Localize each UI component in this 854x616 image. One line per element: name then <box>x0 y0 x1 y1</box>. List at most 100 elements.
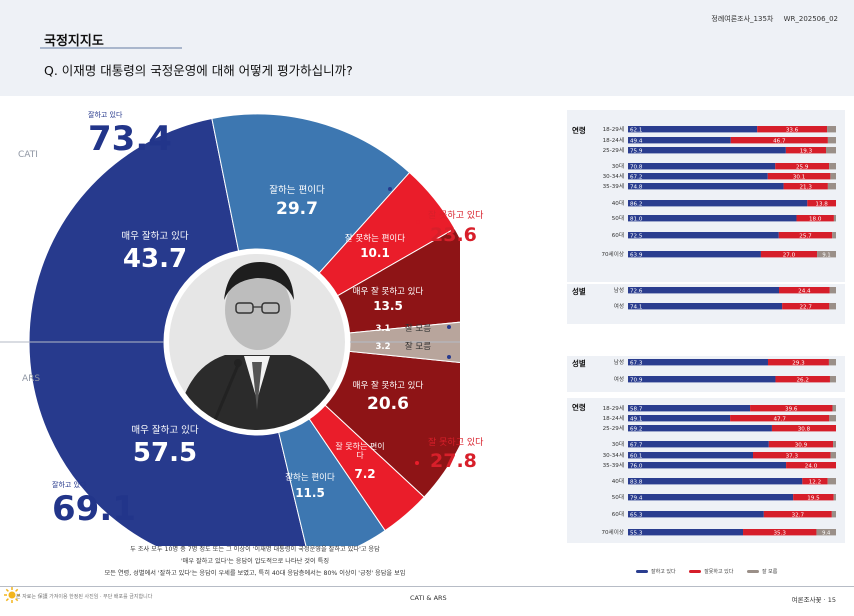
positive-bar <box>628 511 764 518</box>
legend: 잘하고 있다 잘못하고 있다 잘 모름 <box>636 568 789 575</box>
cati-age-row: 30대 70.8 25.9 <box>612 162 836 170</box>
cati-positive-total: 73.4 <box>88 119 172 159</box>
legend-label: 잘하고 있다 <box>651 569 676 575</box>
marker-dot <box>416 220 420 224</box>
row-label: 70세이상 <box>601 250 624 258</box>
positive-value: 65.3 <box>630 512 643 518</box>
positive-value: 79.4 <box>630 495 643 501</box>
negative-bar <box>778 232 833 239</box>
positive-bar <box>628 452 754 459</box>
ars-dk-value: 3.2 <box>375 342 391 352</box>
positive-bar <box>628 183 784 190</box>
negative-bar <box>783 183 828 190</box>
ars-age-panel <box>567 398 845 543</box>
positive-bar <box>628 415 731 422</box>
dont-know-bar <box>829 415 836 422</box>
negative-value: 46.7 <box>773 138 786 144</box>
donut-marker-dots <box>388 187 451 465</box>
positive-value: 83.8 <box>630 479 643 485</box>
dont-know-bar <box>832 232 836 239</box>
ars-age-row: 60대 65.3 32.7 <box>612 510 836 518</box>
summary-line: 두 조사 모두 10명 중 7명 정도 또는 그 이상이 '이재명 대통령이 국… <box>130 546 380 553</box>
cati-gender-row: 여성 74.1 22.7 <box>614 302 836 310</box>
ars-negative-label: 잘 못하고 있다 <box>428 438 484 448</box>
dont-know-bar <box>829 303 836 310</box>
positive-bar <box>628 359 768 366</box>
dont-know-bar <box>830 173 836 180</box>
publication-name: 정례여론조사_135차 <box>711 15 774 23</box>
positive-value: 49.4 <box>630 138 643 144</box>
negative-bar <box>775 163 830 170</box>
ars-bad-value: 7.2 <box>354 467 376 481</box>
positive-value: 63.9 <box>630 252 643 258</box>
negative-bar <box>743 529 817 536</box>
ars-very-good-value: 57.5 <box>132 438 198 468</box>
negative-bar <box>771 425 836 432</box>
negative-bar <box>768 441 834 448</box>
ars-positive-total: 69.1 <box>52 489 136 529</box>
positive-value: 75.9 <box>630 148 643 154</box>
negative-value: 39.6 <box>785 406 798 412</box>
row-label: 18-24세 <box>603 414 624 422</box>
dont-know-bar <box>829 287 836 294</box>
row-label: 25-29세 <box>603 146 624 154</box>
negative-value: 35.3 <box>774 530 787 536</box>
group-title: 성별 <box>572 358 586 368</box>
negative-value: 22.7 <box>800 304 813 310</box>
cati-age-row: 40대 86.2 13.8 <box>612 199 836 207</box>
section-title: 국정지지도 <box>44 34 104 49</box>
ars-dk-label: 잘 모름 <box>404 342 432 352</box>
positive-value: 70.9 <box>630 377 643 383</box>
negative-bar <box>730 415 830 422</box>
dont-know-bar <box>817 251 836 258</box>
negative-value: 21.3 <box>800 184 813 190</box>
positive-value: 69.2 <box>630 426 642 432</box>
negative-value: 33.6 <box>786 127 799 133</box>
cati-positive-label: 잘하고 있다 <box>88 111 123 119</box>
dont-know-bar <box>829 163 836 170</box>
negative-value: 37.3 <box>786 453 799 459</box>
ars-method-label: ARS <box>22 374 41 384</box>
dont-know-value: 9.1 <box>822 252 830 258</box>
dont-know-bar <box>829 376 836 383</box>
positive-bar <box>628 251 761 258</box>
negative-bar <box>750 405 833 412</box>
dont-know-bar <box>832 405 836 412</box>
row-label: 30대 <box>612 162 624 170</box>
negative-value: 29.3 <box>792 360 805 366</box>
positive-bar <box>628 462 787 469</box>
cati-negative-label: 잘 못하고 있다 <box>428 211 484 221</box>
legend-swatch <box>689 570 702 573</box>
footer-method: CATI & ARS <box>410 594 447 602</box>
cati-age-row: 30-34세 67.2 30.1 <box>603 172 836 180</box>
negative-value: 18.0 <box>809 216 822 222</box>
cati-age-row: 70세이상 63.9 27.0 9.1 <box>601 250 836 258</box>
sun-logo-icon <box>4 587 20 603</box>
cati-age-row: 50대 81.0 18.0 <box>612 214 836 222</box>
ars-age-row: 25-29세 69.2 30.8 <box>603 424 836 432</box>
positive-bar <box>628 200 808 207</box>
positive-bar <box>628 173 768 180</box>
ars-good-label: 잘하는 편이다 <box>285 473 335 483</box>
negative-bar <box>785 147 827 154</box>
negative-bar <box>807 200 836 207</box>
negative-bar <box>730 137 828 144</box>
row-label: 25-29세 <box>603 424 624 432</box>
positive-value: 72.6 <box>630 288 643 294</box>
negative-bar <box>757 126 828 133</box>
negative-value: 30.8 <box>798 426 811 432</box>
positive-value: 55.3 <box>630 530 643 536</box>
footer-rule <box>0 586 854 587</box>
dont-know-bar <box>816 529 836 536</box>
negative-value: 24.4 <box>798 288 811 294</box>
negative-value: 24.0 <box>805 463 818 469</box>
row-label: 30-34세 <box>603 451 624 459</box>
row-label: 30-34세 <box>603 172 624 180</box>
negative-bar <box>793 494 834 501</box>
negative-value: 47.7 <box>774 416 787 422</box>
dont-know-bar <box>831 511 836 518</box>
negative-bar <box>753 452 831 459</box>
negative-bar <box>763 511 832 518</box>
ars-age-row: 30-34세 60.1 37.3 <box>603 451 836 459</box>
